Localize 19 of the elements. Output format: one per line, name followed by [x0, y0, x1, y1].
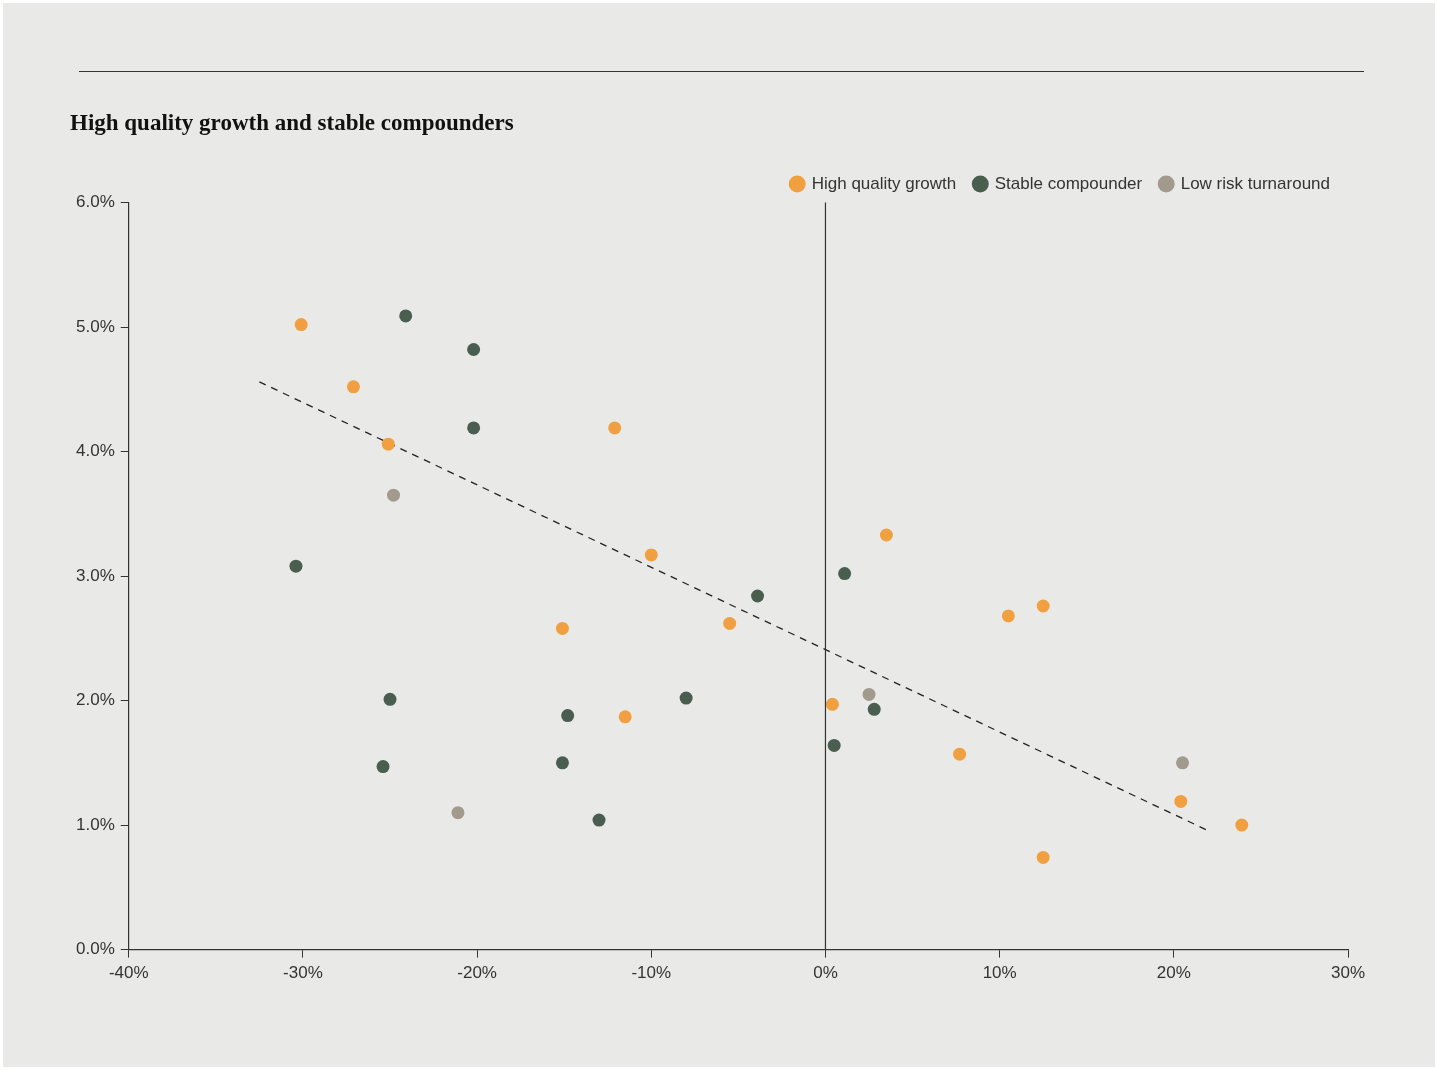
chart-title: High quality growth and stable compounders [70, 109, 514, 135]
x-tick-label: 0% [813, 963, 838, 983]
x-tick-label: 30% [1330, 963, 1366, 983]
y-tick-label: 2.0% [76, 690, 115, 710]
y-tick-label: 3.0% [76, 565, 115, 585]
x-tick-label: -40% [108, 963, 149, 983]
y-tick-label: 0.0% [76, 939, 115, 959]
legend-label: Low risk turnaround [1180, 173, 1331, 193]
legend-label: High quality growth [811, 173, 957, 193]
x-tick-label: 10% [982, 963, 1017, 983]
y-tick-label: 6.0% [76, 192, 115, 212]
y-tick-label: 1.0% [76, 814, 115, 834]
x-tick-label: -20% [457, 963, 497, 983]
y-tick-label: 5.0% [76, 316, 115, 336]
y-tick-label: 4.0% [76, 441, 115, 461]
x-tick-label: -30% [283, 963, 323, 983]
x-tick-label: 20% [1156, 963, 1191, 983]
x-tick-label: -10% [631, 963, 672, 983]
legend-label: Stable compounder [994, 173, 1143, 193]
